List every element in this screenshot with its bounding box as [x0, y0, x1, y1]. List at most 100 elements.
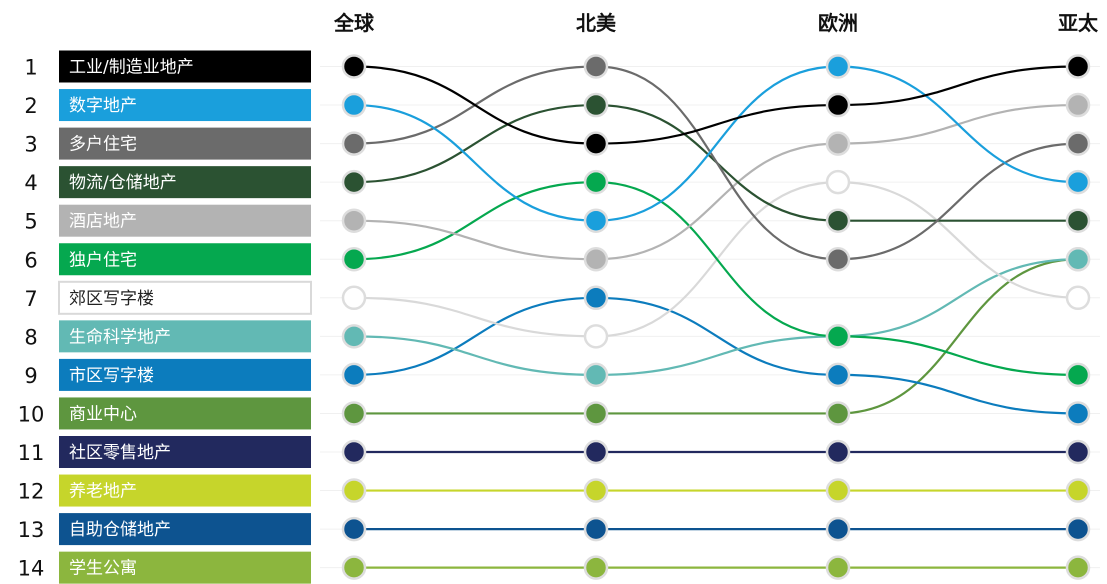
column-header: 全球: [333, 11, 375, 35]
data-point: [583, 555, 609, 580]
data-point: [825, 516, 851, 542]
data-point: [825, 92, 851, 118]
legend-swatch: [59, 513, 311, 546]
legend-swatch: [59, 551, 311, 584]
data-point: [583, 208, 609, 233]
series-line: [353, 65, 1079, 261]
legend-swatch: [59, 243, 311, 276]
rank-number: 6: [24, 248, 37, 272]
legend: 1234567891011121314工业/制造业地产数字地产多户住宅物流/仓储…: [18, 50, 312, 584]
legend-swatch: [59, 436, 311, 468]
data-point: [825, 555, 851, 580]
data-point: [583, 54, 609, 79]
rank-number: 7: [24, 287, 37, 311]
series-points: [341, 54, 1091, 580]
data-point: [1065, 401, 1091, 426]
series-line: [353, 65, 1079, 145]
series-lines: [353, 65, 1079, 569]
data-point: [583, 439, 609, 465]
data-point: [341, 131, 367, 156]
legend-swatch: [59, 474, 311, 507]
series-line: [353, 258, 1079, 377]
legend-swatch: [59, 166, 311, 199]
data-point: [825, 169, 851, 195]
rank-number: 9: [24, 364, 37, 388]
data-point: [341, 54, 367, 79]
column-header: 亚太: [1058, 11, 1099, 35]
data-point: [825, 247, 851, 272]
data-point: [341, 401, 367, 426]
rank-number: 13: [18, 518, 45, 542]
data-point: [1065, 439, 1091, 465]
data-point: [583, 285, 609, 311]
data-point: [583, 478, 609, 503]
series-line: [353, 103, 1078, 222]
rank-number: 10: [18, 402, 45, 426]
data-point: [825, 54, 851, 79]
data-point: [583, 324, 609, 349]
data-point: [1065, 92, 1091, 118]
data-point: [825, 131, 851, 156]
legend-label: 工业/制造业地产: [69, 58, 194, 78]
data-point: [583, 362, 609, 388]
legend-label: 养老地产: [69, 482, 137, 502]
series-line: [353, 181, 1079, 338]
column-headers: 全球 北美 欧洲 亚太: [333, 11, 1099, 35]
data-point: [1065, 54, 1091, 79]
series-line: [353, 103, 1079, 261]
data-point: [341, 516, 367, 542]
legend-label: 物流/仓储地产: [69, 173, 177, 193]
rank-number: 2: [24, 94, 37, 118]
legend-label: 自助仓储地产: [69, 520, 171, 540]
legend-swatch: [59, 127, 311, 160]
column-header: 欧洲: [818, 11, 858, 35]
data-point: [341, 439, 367, 465]
data-point: [341, 285, 367, 311]
rank-number: 14: [18, 557, 45, 581]
data-point: [825, 324, 851, 349]
rank-number: 5: [24, 210, 37, 234]
data-point: [583, 516, 609, 542]
legend-swatch: [59, 50, 311, 83]
rank-number: 12: [18, 480, 45, 504]
data-point: [825, 439, 851, 465]
data-point: [1065, 555, 1091, 580]
data-point: [341, 362, 367, 388]
data-point: [1065, 285, 1091, 311]
data-point: [583, 401, 609, 426]
legend-label: 市区写字楼: [69, 366, 154, 386]
data-point: [583, 131, 609, 156]
data-point: [825, 478, 851, 503]
legend-label: 酒店地产: [69, 212, 137, 232]
data-point: [583, 169, 609, 195]
legend-swatch: [59, 358, 311, 391]
legend-label: 生命科学地产: [69, 327, 171, 347]
data-point: [825, 401, 851, 426]
data-point: [341, 208, 367, 233]
legend-swatch: [59, 320, 311, 353]
series-line: [353, 181, 1079, 376]
data-point: [583, 247, 609, 272]
data-point: [341, 169, 367, 195]
data-point: [1065, 131, 1091, 156]
legend-swatch: [59, 397, 311, 430]
data-point: [825, 208, 851, 233]
legend-label: 多户住宅: [69, 135, 137, 155]
data-point: [341, 247, 367, 272]
legend-label: 学生公寓: [69, 559, 137, 579]
data-point: [341, 92, 367, 118]
rank-number: 11: [18, 441, 45, 465]
rank-number: 1: [24, 56, 37, 80]
legend-label: 数字地产: [69, 96, 137, 116]
data-point: [341, 324, 367, 349]
series-line: [353, 296, 1079, 415]
legend-swatch: [59, 89, 311, 122]
data-point: [341, 555, 367, 580]
data-point: [341, 478, 367, 503]
data-point: [1065, 247, 1091, 272]
data-point: [1065, 478, 1091, 503]
legend-label: 郊区写字楼: [69, 289, 154, 309]
legend-swatch: [59, 204, 311, 237]
rank-number: 3: [24, 133, 37, 157]
